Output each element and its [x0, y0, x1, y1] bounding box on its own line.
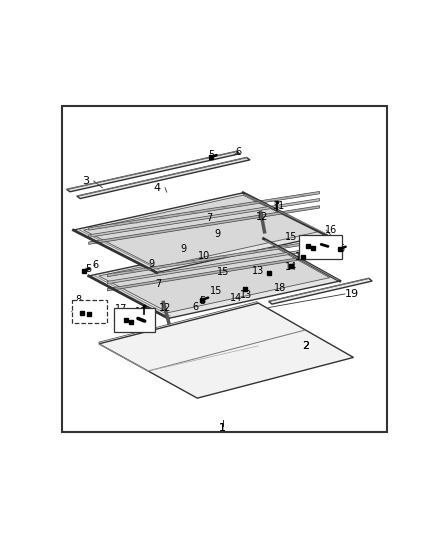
Bar: [114, 308, 155, 332]
Text: 14: 14: [230, 293, 243, 303]
Polygon shape: [74, 193, 326, 272]
Polygon shape: [99, 303, 353, 398]
Text: 7: 7: [206, 213, 212, 223]
Text: 11: 11: [273, 201, 285, 212]
Polygon shape: [88, 199, 320, 237]
Polygon shape: [77, 157, 250, 199]
Text: 12: 12: [256, 212, 268, 222]
Polygon shape: [84, 195, 318, 268]
Text: 9: 9: [181, 244, 187, 254]
Text: 2: 2: [302, 341, 310, 351]
Polygon shape: [107, 252, 333, 291]
Text: 5: 5: [85, 264, 92, 274]
Text: 13: 13: [252, 266, 265, 276]
Bar: [299, 235, 342, 259]
Text: 6: 6: [323, 249, 329, 259]
Text: 19: 19: [345, 289, 359, 299]
Text: 13: 13: [240, 289, 253, 300]
Polygon shape: [107, 238, 333, 277]
Text: 15: 15: [210, 286, 222, 296]
Text: 1: 1: [219, 423, 226, 433]
Text: 18: 18: [274, 283, 286, 293]
Text: 7: 7: [155, 279, 162, 289]
Polygon shape: [99, 241, 330, 313]
Text: 5: 5: [199, 296, 205, 306]
Polygon shape: [88, 206, 320, 245]
Text: 6: 6: [193, 302, 199, 311]
Text: 10: 10: [198, 251, 210, 261]
Text: 12: 12: [159, 303, 171, 313]
Bar: [72, 300, 107, 324]
Text: 6: 6: [92, 260, 99, 270]
Text: 15: 15: [216, 267, 229, 277]
Polygon shape: [268, 278, 372, 304]
Polygon shape: [88, 191, 320, 230]
Text: 2: 2: [302, 341, 310, 351]
Text: 14: 14: [285, 262, 297, 272]
Polygon shape: [67, 151, 240, 192]
Text: 11: 11: [135, 306, 148, 317]
Polygon shape: [88, 239, 340, 318]
Text: 15: 15: [284, 232, 297, 242]
Text: 6: 6: [235, 147, 241, 157]
Text: 5: 5: [208, 150, 214, 160]
Text: 1: 1: [219, 423, 226, 433]
Text: 4: 4: [153, 183, 160, 193]
Polygon shape: [107, 245, 333, 284]
Text: 3: 3: [82, 176, 89, 186]
Text: 5: 5: [339, 244, 345, 254]
Text: 9: 9: [215, 229, 221, 239]
Text: 9: 9: [148, 259, 155, 269]
Text: 8: 8: [75, 295, 81, 305]
Text: 15: 15: [295, 252, 307, 262]
Text: 17: 17: [115, 304, 127, 314]
Text: 16: 16: [325, 225, 338, 235]
